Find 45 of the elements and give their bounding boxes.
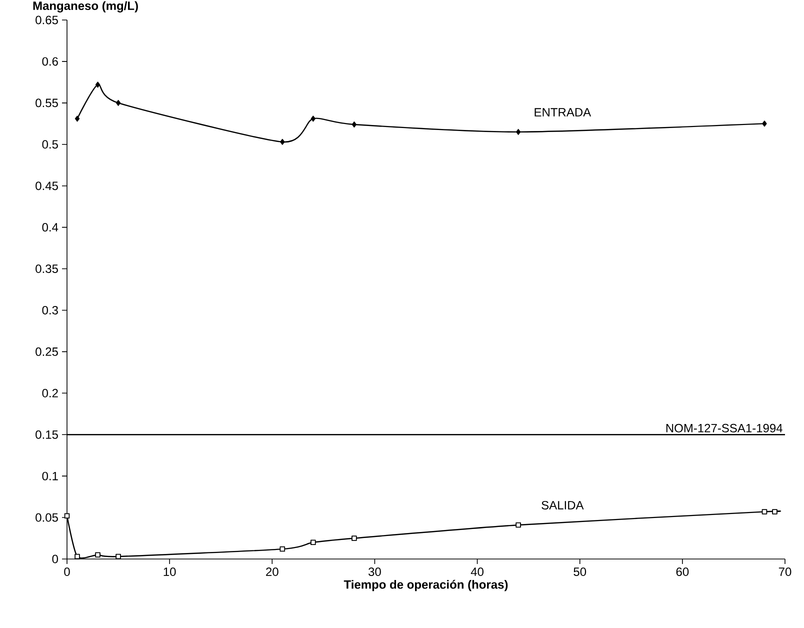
x-tick-label: 20 [266,568,278,576]
point [280,138,285,145]
point [280,546,286,552]
x-tick-label: 30 [368,568,381,576]
point [95,552,100,558]
point [516,522,521,528]
y-axis-title: Manganeso (mg/L) [33,1,138,12]
ref-line-label: NOM-127-SSA1-1994 [666,424,782,432]
point [516,128,521,135]
point [352,121,357,128]
point [310,540,316,546]
y-tick-label: 0.05 [36,513,58,522]
x-tick-label: 0 [64,568,70,576]
x-tick-label: 10 [164,568,176,576]
point [762,120,767,127]
annotation: SALIDA [542,500,584,510]
y-tick-label: 0.35 [36,264,58,273]
y-tick-label: 0 [52,554,58,564]
y-tick-label: 0.3 [42,306,58,314]
y-tick-label: 0.25 [36,347,58,356]
point [116,100,121,106]
y-tick-label: 0.65 [36,16,58,24]
point [95,82,100,88]
y-tick-label: 0.15 [36,430,58,439]
x-tick-label: 50 [574,568,586,576]
x-tick-label: 40 [470,568,484,576]
point [772,509,778,514]
point [762,509,768,514]
point [116,554,121,560]
point [74,554,80,560]
x-axis-title: Tiempo de operación (horas) [344,580,508,592]
x-tick-label: 60 [676,568,689,576]
x-tick-label: 70 [778,568,792,576]
point [74,116,80,122]
point [352,536,357,541]
y-tick-label: 0.55 [36,98,58,108]
point [64,513,70,519]
y-tick-label: 0.2 [42,388,58,398]
y-tick-label: 0.6 [42,57,58,66]
y-tick-label: 0.45 [36,182,58,190]
y-tick-label: 0.1 [42,472,58,480]
y-tick-label: 0.5 [42,140,58,149]
point [310,116,316,122]
y-tick-label: 0.4 [42,223,58,232]
annotation: ENTRADA [534,108,592,116]
